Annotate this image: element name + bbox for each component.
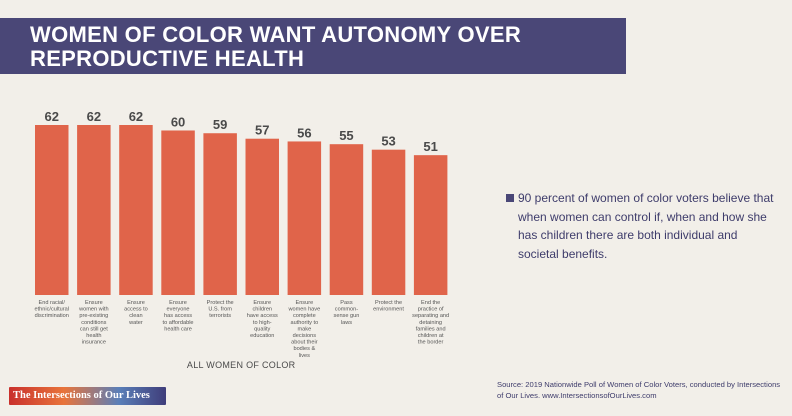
chart-title: WOMEN OF COLOR WANT AUTONOMY OVER REPROD… — [30, 22, 522, 71]
category-label: Ensure women have complete authority to make… — [287, 300, 320, 359]
title-band — [0, 18, 626, 74]
bar-value-label: 62 — [45, 109, 59, 124]
bar-2 — [77, 125, 111, 295]
bar-value-label: 55 — [339, 128, 353, 143]
intersections-logo: The Intersections of Our Lives — [9, 387, 166, 405]
bar-value-label: 59 — [213, 117, 227, 132]
category-label: Ensure children have access to high-quality… — [247, 300, 278, 339]
bar-value-label: 57 — [255, 123, 269, 138]
category-label: Ensure access to clean water — [124, 300, 148, 326]
key-finding-note: 90 percent of women of color voters beli… — [506, 189, 776, 263]
bar-5 — [203, 133, 237, 295]
bar-7 — [287, 141, 322, 295]
bar-value-label: 53 — [381, 134, 395, 149]
x-axis-label: ALL WOMEN OF COLOR — [187, 360, 296, 370]
bar-4 — [161, 130, 195, 295]
bar-8 — [329, 144, 364, 295]
bar-value-label: 62 — [87, 109, 101, 124]
category-label: End the practice of separating and detainin… — [412, 300, 449, 346]
bar-value-label: 56 — [297, 125, 311, 140]
bullet-square-icon — [506, 194, 514, 202]
logo-text: The Intersections of Our Lives — [13, 390, 150, 401]
bar-3 — [119, 125, 153, 295]
category-label: Protect the environment — [373, 300, 404, 313]
category-label: Protect the U.S. from terrorists — [207, 300, 234, 319]
bar-9 — [371, 149, 406, 295]
bar-value-label: 60 — [171, 114, 185, 129]
category-label: Ensure everyone has access to affordable hea… — [163, 300, 194, 332]
key-finding-text: 90 percent of women of color voters beli… — [518, 191, 774, 261]
bar-value-label: 51 — [423, 139, 437, 154]
category-label: End racial/ethnic/cultural discrimination — [34, 300, 69, 319]
source-note: Source: 2019 Nationwide Poll of Women of… — [497, 380, 781, 400]
bar-6 — [245, 138, 279, 295]
category-label: Pass common-sense gun laws — [334, 300, 360, 326]
bar-1 — [35, 125, 69, 295]
category-label: Ensure women with pre-existing conditions ca… — [78, 300, 109, 346]
bar-value-label: 62 — [129, 109, 143, 124]
bar-10 — [413, 155, 448, 295]
